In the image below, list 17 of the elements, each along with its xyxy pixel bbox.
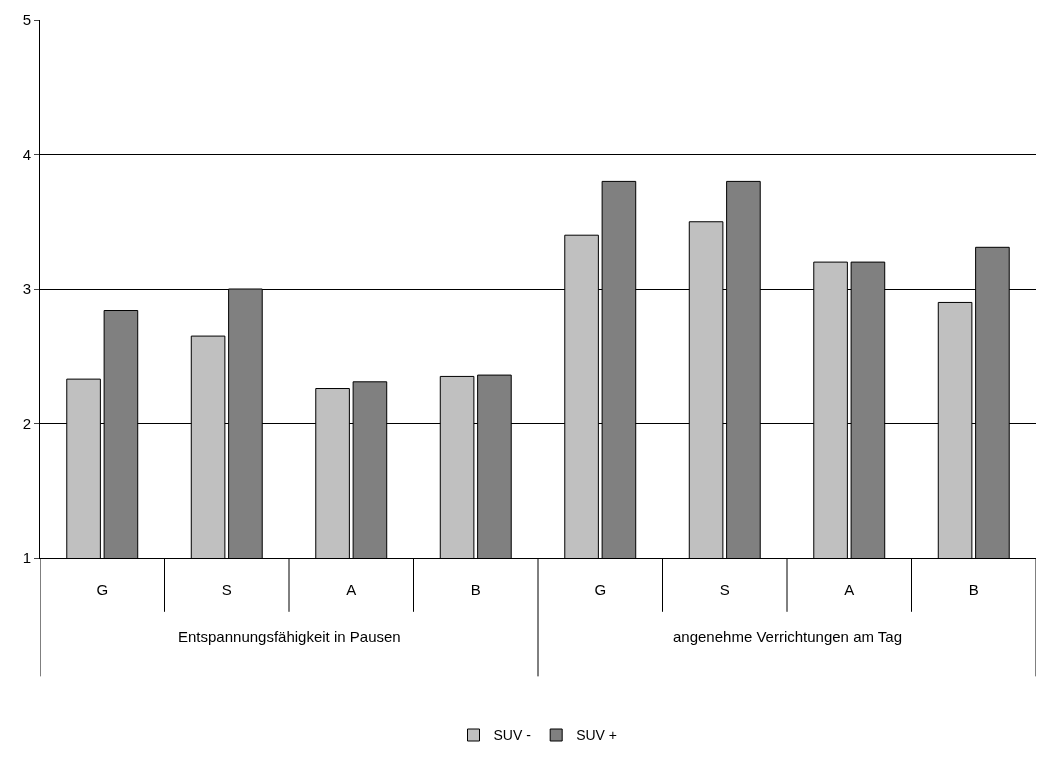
x-tick-label: B xyxy=(968,581,979,598)
y-tick-label: 5 xyxy=(22,11,31,29)
y-tick-label: 1 xyxy=(22,549,31,567)
x-tick-label: G xyxy=(594,581,607,598)
y-tick-label: 3 xyxy=(22,280,31,298)
x-tick-label: S xyxy=(719,581,730,598)
x-tick-label: B xyxy=(470,581,481,598)
x-tick-label: G xyxy=(96,581,109,598)
y-tick-label: 4 xyxy=(22,145,31,163)
x-tick-label: A xyxy=(346,581,357,598)
legend-label: SUV - xyxy=(493,727,532,744)
text: angenehme Verrichtungen am Tag xyxy=(673,628,903,645)
text: Entspannungsfähigkeit in Pausen xyxy=(178,628,401,645)
y-tick-label: 2 xyxy=(22,414,31,432)
legend-label: SUV + xyxy=(576,727,618,744)
x-tick-label: A xyxy=(844,581,855,598)
x-tick-label: S xyxy=(221,581,232,598)
